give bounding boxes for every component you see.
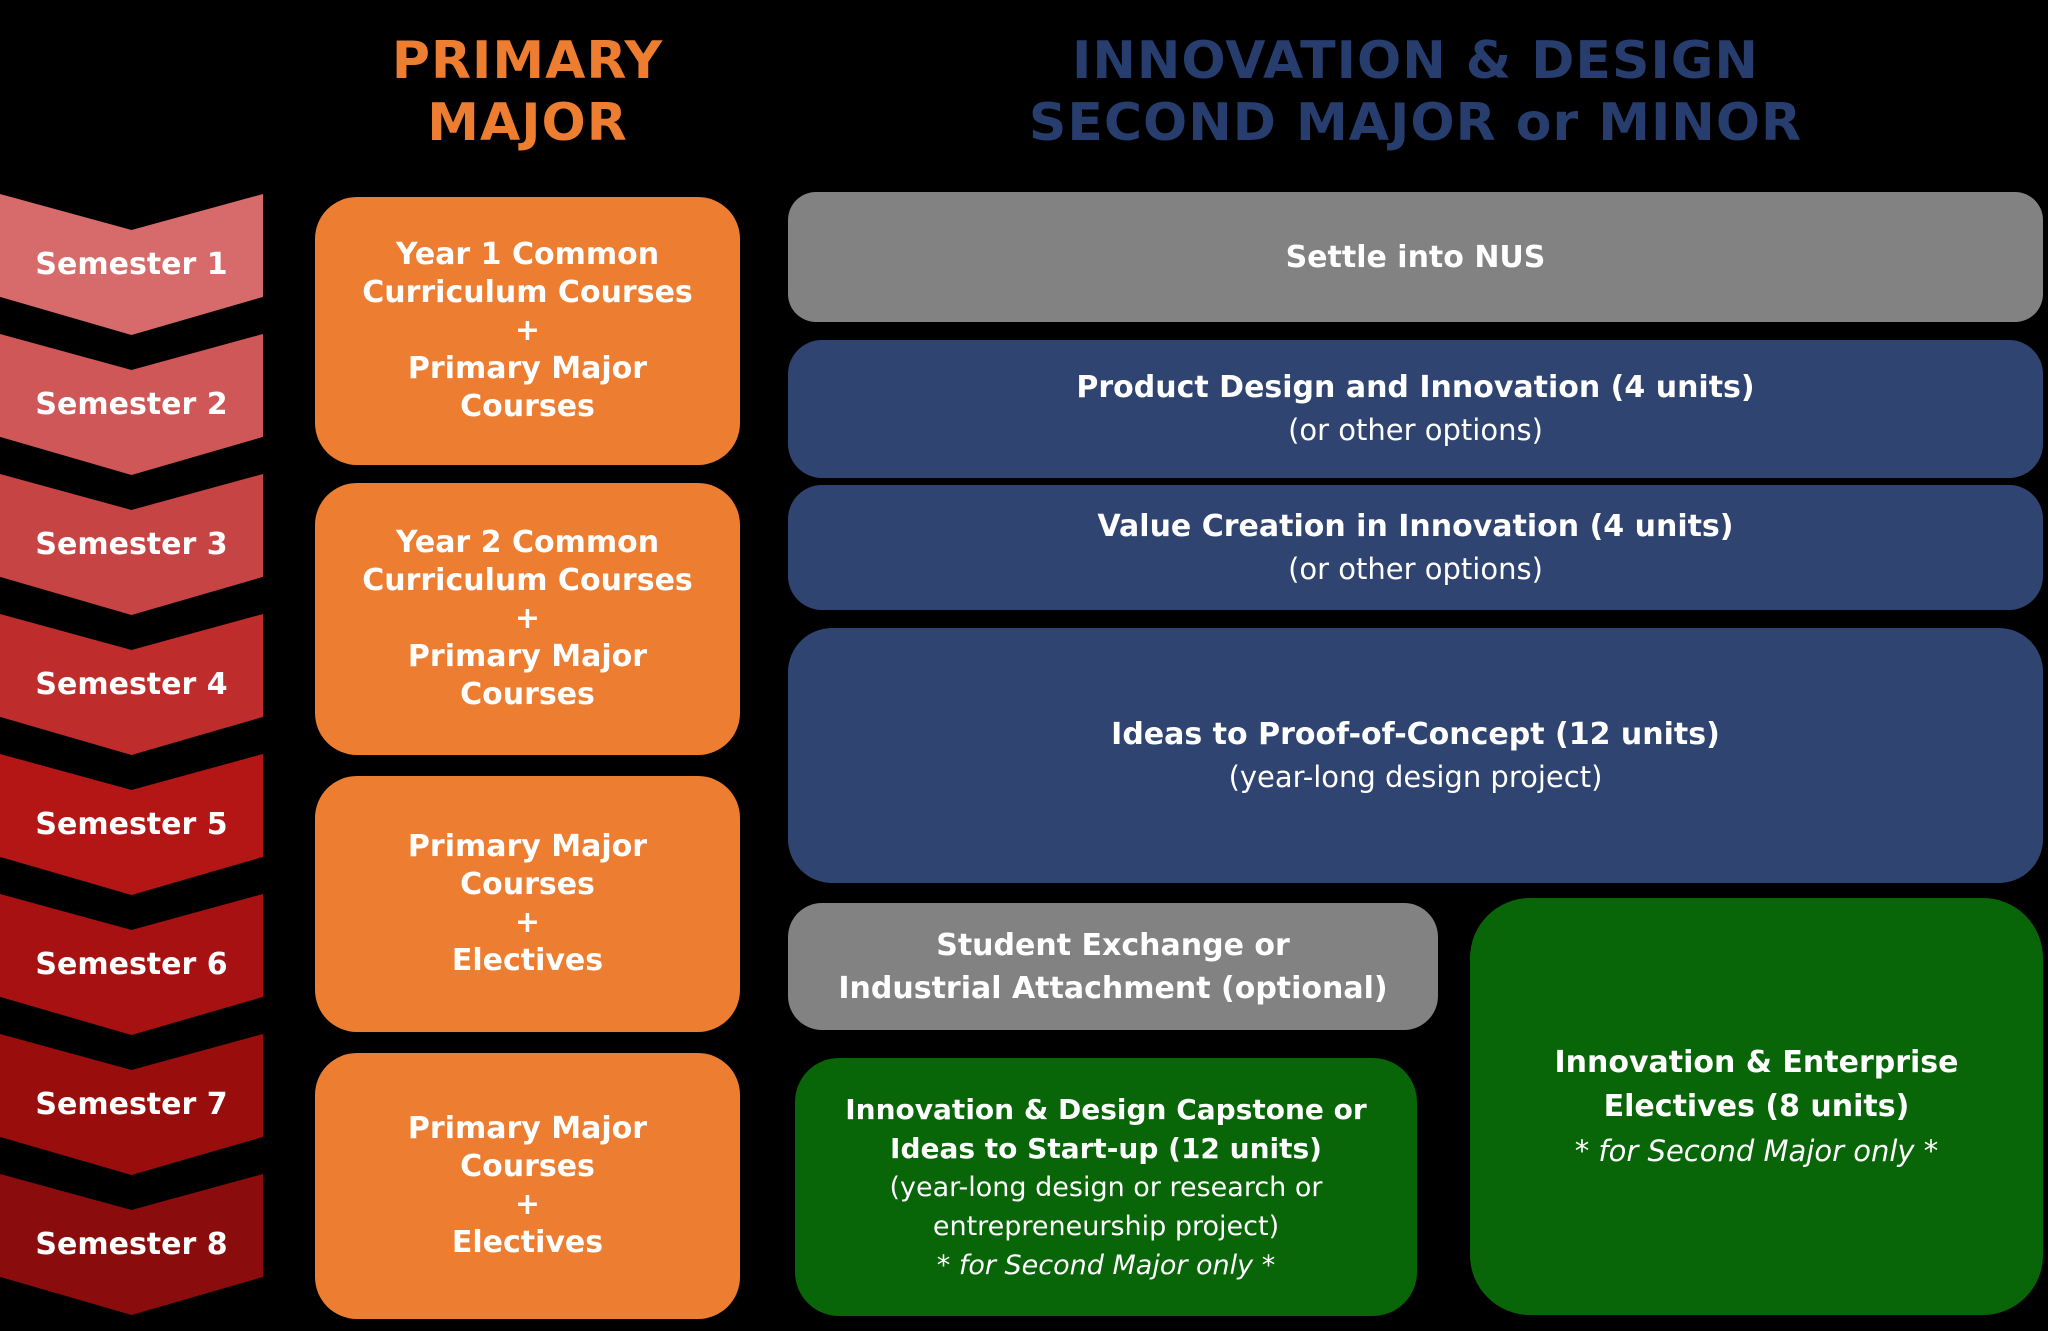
innovation-header-line1: INNOVATION & DESIGN bbox=[1072, 31, 1759, 91]
semester-chevron-5: Semester 5 bbox=[0, 754, 263, 895]
box-line: Primary Major bbox=[407, 1111, 648, 1146]
box-line: + bbox=[514, 601, 541, 636]
box-line: Curriculum Courses bbox=[362, 563, 693, 598]
primary-major-electives-box-2: Primary Major Courses + Electives bbox=[315, 1053, 740, 1319]
box-title: Ideas to Proof-of-Concept (12 units) bbox=[1111, 716, 1720, 752]
innovation-header: INNOVATION & DESIGN SECOND MAJOR or MINO… bbox=[788, 30, 2043, 154]
box-line: Primary Major bbox=[407, 829, 648, 864]
innovation-design-capstone-box: Innovation & Design Capstone or Ideas to… bbox=[795, 1058, 1417, 1316]
box-line: Curriculum Courses bbox=[362, 275, 693, 310]
box-subtitle: (year-long design project) bbox=[1228, 759, 1603, 794]
box-line: Ideas to Start-up (12 units) bbox=[890, 1131, 1322, 1165]
semester-chevron-8: Semester 8 bbox=[0, 1174, 263, 1315]
box-line: Student Exchange or bbox=[936, 927, 1290, 963]
semester-label-5: Semester 5 bbox=[35, 807, 228, 842]
settle-into-nus-box: Settle into NUS bbox=[788, 192, 2043, 322]
year1-common-curriculum-box: Year 1 Common Curriculum Courses + Prima… bbox=[315, 197, 740, 465]
semester-chevron-3: Semester 3 bbox=[0, 474, 263, 615]
box-line: Primary Major bbox=[407, 351, 648, 386]
innovation-header-line2: SECOND MAJOR or MINOR bbox=[1028, 93, 1803, 153]
box-line: + bbox=[514, 313, 541, 348]
semester-label-1: Semester 1 bbox=[35, 247, 228, 282]
box-line: Courses bbox=[460, 389, 595, 424]
box-line: Year 1 Common bbox=[395, 237, 660, 272]
box-line: entrepreneurship project) bbox=[932, 1210, 1280, 1242]
box-line: Electives bbox=[451, 1225, 604, 1260]
box-line: Industrial Attachment (optional) bbox=[838, 970, 1388, 1006]
box-line: + bbox=[514, 905, 541, 940]
semester-chevron-1: Semester 1 bbox=[0, 194, 263, 335]
box-line: Courses bbox=[460, 677, 595, 712]
semester-chevron-2: Semester 2 bbox=[0, 334, 263, 475]
semester-chevron-7: Semester 7 bbox=[0, 1034, 263, 1175]
box-subtitle: (or other options) bbox=[1288, 551, 1543, 586]
box-line: * for Second Major only * bbox=[1574, 1133, 1939, 1168]
semester-chevron-6: Semester 6 bbox=[0, 894, 263, 1035]
semester-label-3: Semester 3 bbox=[35, 527, 228, 562]
box-title: Settle into NUS bbox=[1285, 239, 1546, 275]
innovation-enterprise-electives-box: Innovation & Enterprise Electives (8 uni… bbox=[1470, 898, 2043, 1315]
box-line: Year 2 Common bbox=[395, 525, 660, 560]
semester-label-2: Semester 2 bbox=[35, 387, 228, 422]
semester-label-7: Semester 7 bbox=[35, 1087, 228, 1122]
box-subtitle: (or other options) bbox=[1288, 413, 1543, 447]
student-exchange-box: Student Exchange or Industrial Attachmen… bbox=[788, 903, 1438, 1030]
semester-label-6: Semester 6 bbox=[35, 947, 228, 982]
box-line: Electives bbox=[451, 943, 604, 978]
year2-common-curriculum-box: Year 2 Common Curriculum Courses + Prima… bbox=[315, 483, 740, 755]
primary-major-header: PRIMARY MAJOR bbox=[315, 30, 740, 154]
box-line: * for Second Major only * bbox=[936, 1249, 1276, 1281]
box-title: Value Creation in Innovation (4 units) bbox=[1097, 508, 1734, 544]
box-line: (year-long design or research or bbox=[889, 1171, 1323, 1203]
ideas-to-proof-of-concept-box: Ideas to Proof-of-Concept (12 units) (ye… bbox=[788, 628, 2043, 883]
primary-major-header-line1: PRIMARY bbox=[391, 31, 664, 91]
box-line: Electives (8 units) bbox=[1603, 1088, 1910, 1124]
box-line: Courses bbox=[460, 867, 595, 902]
semester-label-8: Semester 8 bbox=[35, 1227, 228, 1262]
box-line: Courses bbox=[460, 1149, 595, 1184]
semester-chevron-4: Semester 4 bbox=[0, 614, 263, 755]
semester-label-4: Semester 4 bbox=[35, 667, 228, 702]
box-title: Product Design and Innovation (4 units) bbox=[1076, 370, 1755, 405]
box-line: Primary Major bbox=[407, 639, 648, 674]
primary-major-header-line2: MAJOR bbox=[427, 93, 628, 153]
box-line: Innovation & Design Capstone or bbox=[845, 1092, 1367, 1126]
box-line: + bbox=[514, 1187, 541, 1222]
box-line: Innovation & Enterprise bbox=[1554, 1044, 1959, 1080]
value-creation-innovation-box: Value Creation in Innovation (4 units) (… bbox=[788, 485, 2043, 610]
product-design-innovation-box: Product Design and Innovation (4 units) … bbox=[788, 340, 2043, 478]
primary-major-electives-box-1: Primary Major Courses + Electives bbox=[315, 776, 740, 1032]
